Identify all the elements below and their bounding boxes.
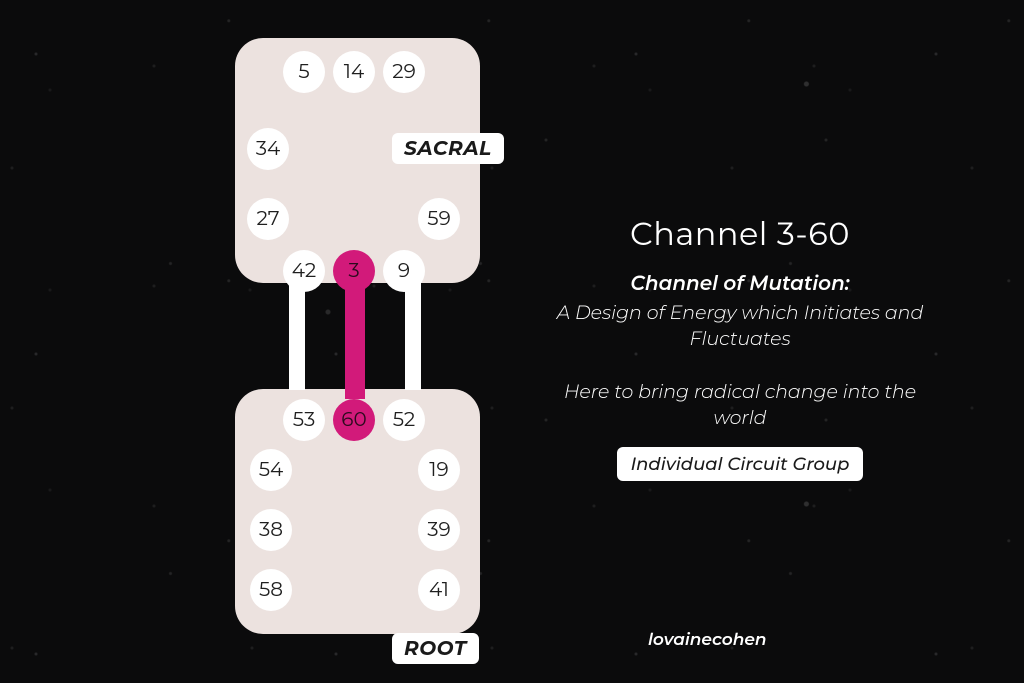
- gate-9: 9: [383, 250, 425, 292]
- info-panel: Channel 3-60 Channel of Mutation: A Desi…: [555, 215, 925, 481]
- gate-54: 54: [250, 449, 292, 491]
- gate-60: 60: [333, 399, 375, 441]
- channel-desc-2: Here to bring radical change into the wo…: [555, 379, 925, 430]
- gate-14: 14: [333, 51, 375, 93]
- gate-41: 41: [418, 569, 460, 611]
- channel-title: Channel 3-60: [555, 215, 925, 254]
- channel-desc-1: A Design of Energy which Initiates and F…: [555, 300, 925, 351]
- gate-3: 3: [333, 250, 375, 292]
- gate-27: 27: [247, 198, 289, 240]
- author-credit: lovainecohen: [648, 630, 767, 650]
- connector-right: [405, 282, 421, 390]
- gate-19: 19: [418, 449, 460, 491]
- gate-52: 52: [383, 399, 425, 441]
- sacral-label: SACRAL: [392, 133, 504, 164]
- gate-34: 34: [247, 128, 289, 170]
- gate-59: 59: [418, 198, 460, 240]
- gate-39: 39: [418, 509, 460, 551]
- gate-42: 42: [283, 250, 325, 292]
- gate-38: 38: [250, 509, 292, 551]
- connector-left: [289, 282, 305, 390]
- gate-53: 53: [283, 399, 325, 441]
- chakra-diagram: SACRAL ROOT 5142934275942395360525419383…: [190, 38, 460, 658]
- channel-subtitle: Channel of Mutation:: [555, 272, 925, 296]
- gate-58: 58: [250, 569, 292, 611]
- gate-5: 5: [283, 51, 325, 93]
- gate-29: 29: [383, 51, 425, 93]
- circuit-badge: Individual Circuit Group: [617, 447, 864, 481]
- connector-channel-3-60: [345, 282, 365, 399]
- root-label: ROOT: [392, 633, 479, 664]
